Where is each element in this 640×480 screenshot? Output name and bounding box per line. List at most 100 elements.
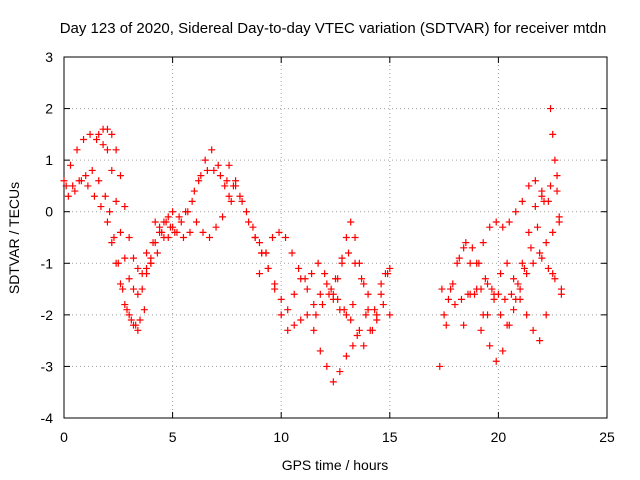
- data-point: [71, 187, 79, 195]
- data-point: [221, 182, 229, 190]
- data-point: [466, 259, 474, 267]
- data-point: [362, 311, 370, 319]
- data-point: [290, 290, 298, 298]
- data-point: [147, 259, 155, 267]
- data-point: [473, 285, 481, 293]
- data-point: [236, 192, 244, 200]
- data-point: [557, 290, 565, 298]
- data-point: [210, 166, 218, 174]
- data-point: [505, 321, 513, 329]
- data-point: [345, 249, 353, 257]
- data-point: [103, 218, 111, 226]
- data-point: [108, 239, 116, 247]
- data-point: [544, 197, 552, 205]
- series-sat-a: [60, 130, 155, 298]
- data-point: [130, 254, 138, 262]
- data-point: [355, 326, 363, 334]
- data-point: [310, 301, 318, 309]
- data-point: [214, 161, 222, 169]
- data-point: [108, 166, 116, 174]
- data-point: [510, 275, 518, 283]
- data-point: [295, 264, 303, 272]
- data-point: [314, 259, 322, 267]
- data-point: [355, 259, 363, 267]
- data-point: [353, 331, 361, 339]
- data-point: [368, 326, 376, 334]
- data-point: [520, 264, 528, 272]
- series-sat-e: [143, 146, 235, 257]
- data-point: [510, 306, 518, 314]
- series-sat-s: [538, 254, 565, 298]
- data-point: [160, 234, 168, 241]
- data-point: [386, 311, 394, 319]
- data-point: [329, 295, 337, 303]
- data-point: [64, 192, 72, 200]
- data-point: [499, 347, 507, 355]
- data-point: [95, 130, 103, 138]
- data-point: [349, 342, 357, 350]
- x-tick-label: 0: [60, 429, 68, 445]
- data-point: [377, 280, 385, 288]
- data-point: [103, 125, 111, 133]
- data-point: [134, 326, 142, 334]
- data-point: [108, 130, 116, 138]
- data-point: [225, 161, 233, 169]
- y-axis-label: SDTVAR / TECUs: [6, 182, 22, 294]
- data-point: [542, 311, 550, 319]
- data-point: [329, 378, 337, 386]
- data-point: [438, 285, 446, 293]
- data-point: [62, 182, 70, 190]
- data-point: [481, 275, 489, 283]
- data-point: [249, 223, 257, 231]
- y-tick-label: 1: [45, 152, 53, 168]
- data-point: [303, 311, 311, 319]
- data-point: [468, 244, 476, 252]
- data-point: [277, 311, 285, 319]
- data-point: [516, 285, 524, 293]
- data-point: [549, 130, 557, 138]
- data-point: [203, 166, 211, 174]
- data-point: [449, 280, 457, 288]
- data-point: [553, 187, 561, 195]
- data-point: [116, 280, 124, 288]
- data-point: [518, 259, 526, 267]
- series-sat-o: [440, 192, 546, 365]
- data-point: [492, 357, 500, 365]
- data-point: [216, 172, 224, 180]
- data-point: [121, 254, 129, 262]
- y-tick-label: -1: [41, 255, 54, 271]
- data-point: [479, 239, 487, 247]
- data-point: [527, 244, 535, 252]
- data-point: [327, 285, 335, 293]
- data-point: [290, 321, 298, 329]
- x-tick-label: 10: [273, 429, 289, 445]
- data-point: [192, 218, 200, 226]
- data-point: [143, 264, 151, 272]
- data-point: [484, 280, 492, 288]
- data-point: [555, 218, 563, 226]
- data-point: [99, 141, 107, 149]
- data-point: [138, 285, 146, 293]
- data-point: [121, 203, 129, 211]
- series-sat-c: [64, 177, 142, 334]
- data-point: [549, 270, 557, 278]
- data-point: [349, 301, 357, 309]
- data-point: [219, 213, 227, 221]
- data-point: [342, 234, 350, 241]
- data-point: [195, 177, 203, 185]
- x-tick-labels: 0 5 10 15 20 25: [60, 429, 615, 445]
- y-tick-label: 3: [45, 49, 53, 65]
- data-point: [190, 187, 198, 195]
- data-point: [457, 295, 465, 303]
- data-point: [184, 208, 192, 216]
- series-sat-q: [477, 259, 557, 345]
- data-point: [208, 146, 216, 154]
- data-point: [177, 218, 185, 226]
- data-point: [101, 192, 109, 200]
- data-point: [451, 301, 459, 309]
- data-point: [351, 234, 359, 241]
- data-point: [242, 208, 250, 216]
- x-tick-label: 25: [599, 429, 615, 445]
- data-point: [486, 223, 494, 231]
- data-point: [386, 264, 394, 272]
